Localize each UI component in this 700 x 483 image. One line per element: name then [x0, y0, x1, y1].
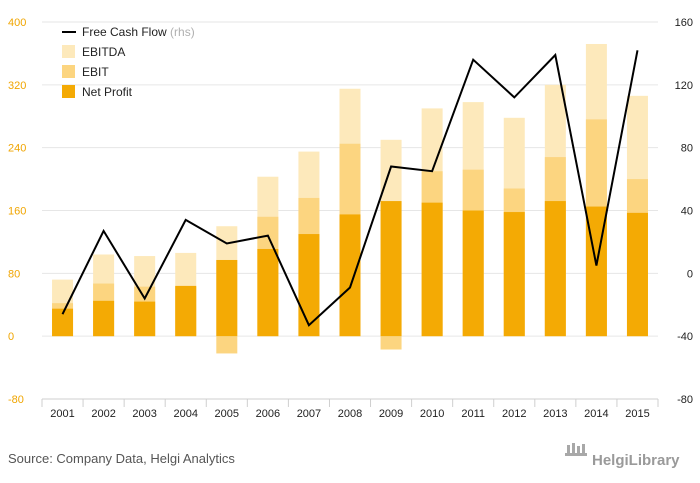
bar-net-profit-2004: [175, 285, 197, 337]
x-tick-label-2010: 2010: [420, 408, 444, 420]
bar-net-profit-2001: [52, 308, 74, 337]
bar-net-profit-2011: [462, 210, 484, 337]
bar-net-profit-2007: [298, 234, 320, 337]
y-left-tick-label: 160: [8, 206, 26, 218]
legend-swatch-ebit: [62, 65, 75, 78]
y-left-tick-label: -80: [8, 394, 24, 406]
x-tick-label-2013: 2013: [543, 408, 567, 420]
source-text: Source: Company Data, Helgi Analytics: [8, 451, 235, 466]
y-right-tick-label: -40: [677, 331, 693, 343]
bar-net-profit-2005: [216, 259, 238, 337]
x-tick-label-2004: 2004: [173, 408, 197, 420]
bar-ebit-2005: [216, 336, 238, 354]
x-tick-label-2005: 2005: [215, 408, 239, 420]
x-tick-label-2011: 2011: [461, 408, 485, 420]
legend-note-rhs: (rhs): [170, 25, 195, 39]
axes: 2001 2002 2003 2004 2005 2006 2007 2008 2009 2010…: [8, 17, 693, 420]
brand-logo: HelgiLibrary: [565, 443, 680, 469]
bar-net-profit-2013: [544, 201, 566, 337]
y-right-tick-label: 120: [675, 80, 693, 92]
x-tick-label-2012: 2012: [502, 408, 526, 420]
y-left-tick-label: 240: [8, 143, 26, 155]
x-tick-label-2003: 2003: [132, 408, 156, 420]
bar-net-profit-2010: [421, 202, 443, 337]
bar-net-profit-2015: [626, 212, 648, 337]
legend: Free Cash Flow (rhs) EBITDA EBIT Net Profit: [62, 25, 195, 99]
bar-net-profit-2002: [93, 300, 115, 337]
bar-net-profit-2003: [134, 301, 156, 337]
fcf-line-layer: [61, 50, 639, 327]
bar-net-profit-2009: [380, 201, 402, 337]
y-left-tick-label: 80: [8, 268, 20, 280]
legend-label-ebit: EBIT: [82, 65, 109, 79]
bar-net-profit-2006: [257, 248, 279, 337]
y-right-tick-label: 40: [681, 206, 693, 218]
x-tick-label-2014: 2014: [584, 408, 608, 420]
legend-label-ebitda: EBITDA: [82, 45, 125, 59]
x-tick-label-2015: 2015: [625, 408, 649, 420]
y-left-tick-label: 320: [8, 80, 26, 92]
x-tick-label-2001: 2001: [50, 408, 74, 420]
y-right-tick-label: 0: [687, 268, 693, 280]
line-free-cash-flow: [61, 50, 639, 327]
y-right-tick-label: -80: [677, 394, 693, 406]
x-tick-label-2007: 2007: [297, 408, 321, 420]
x-tick-label-2006: 2006: [256, 408, 280, 420]
bar-net-profit-2012: [503, 212, 525, 337]
bar-ebit-2009: [380, 336, 402, 350]
legend-swatch-net-profit: [62, 85, 75, 98]
brand-text: HelgiLibrary: [592, 452, 680, 469]
x-tick-label-2009: 2009: [379, 408, 403, 420]
x-tick-label-2008: 2008: [338, 408, 362, 420]
legend-label-free-cash-flow: Free Cash Flow (rhs): [82, 25, 195, 39]
y-right-tick-label: 80: [681, 143, 693, 155]
legend-swatch-ebitda: [62, 45, 75, 58]
library-icon: [565, 443, 587, 456]
bars: [52, 43, 648, 354]
bar-net-profit-2008: [339, 214, 361, 337]
y-right-tick-label: 160: [675, 17, 693, 29]
y-left-tick-label: 0: [8, 331, 14, 343]
x-tick-label-2002: 2002: [91, 408, 115, 420]
y-left-tick-label: 400: [8, 17, 26, 29]
legend-label-net-profit: Net Profit: [82, 85, 133, 99]
